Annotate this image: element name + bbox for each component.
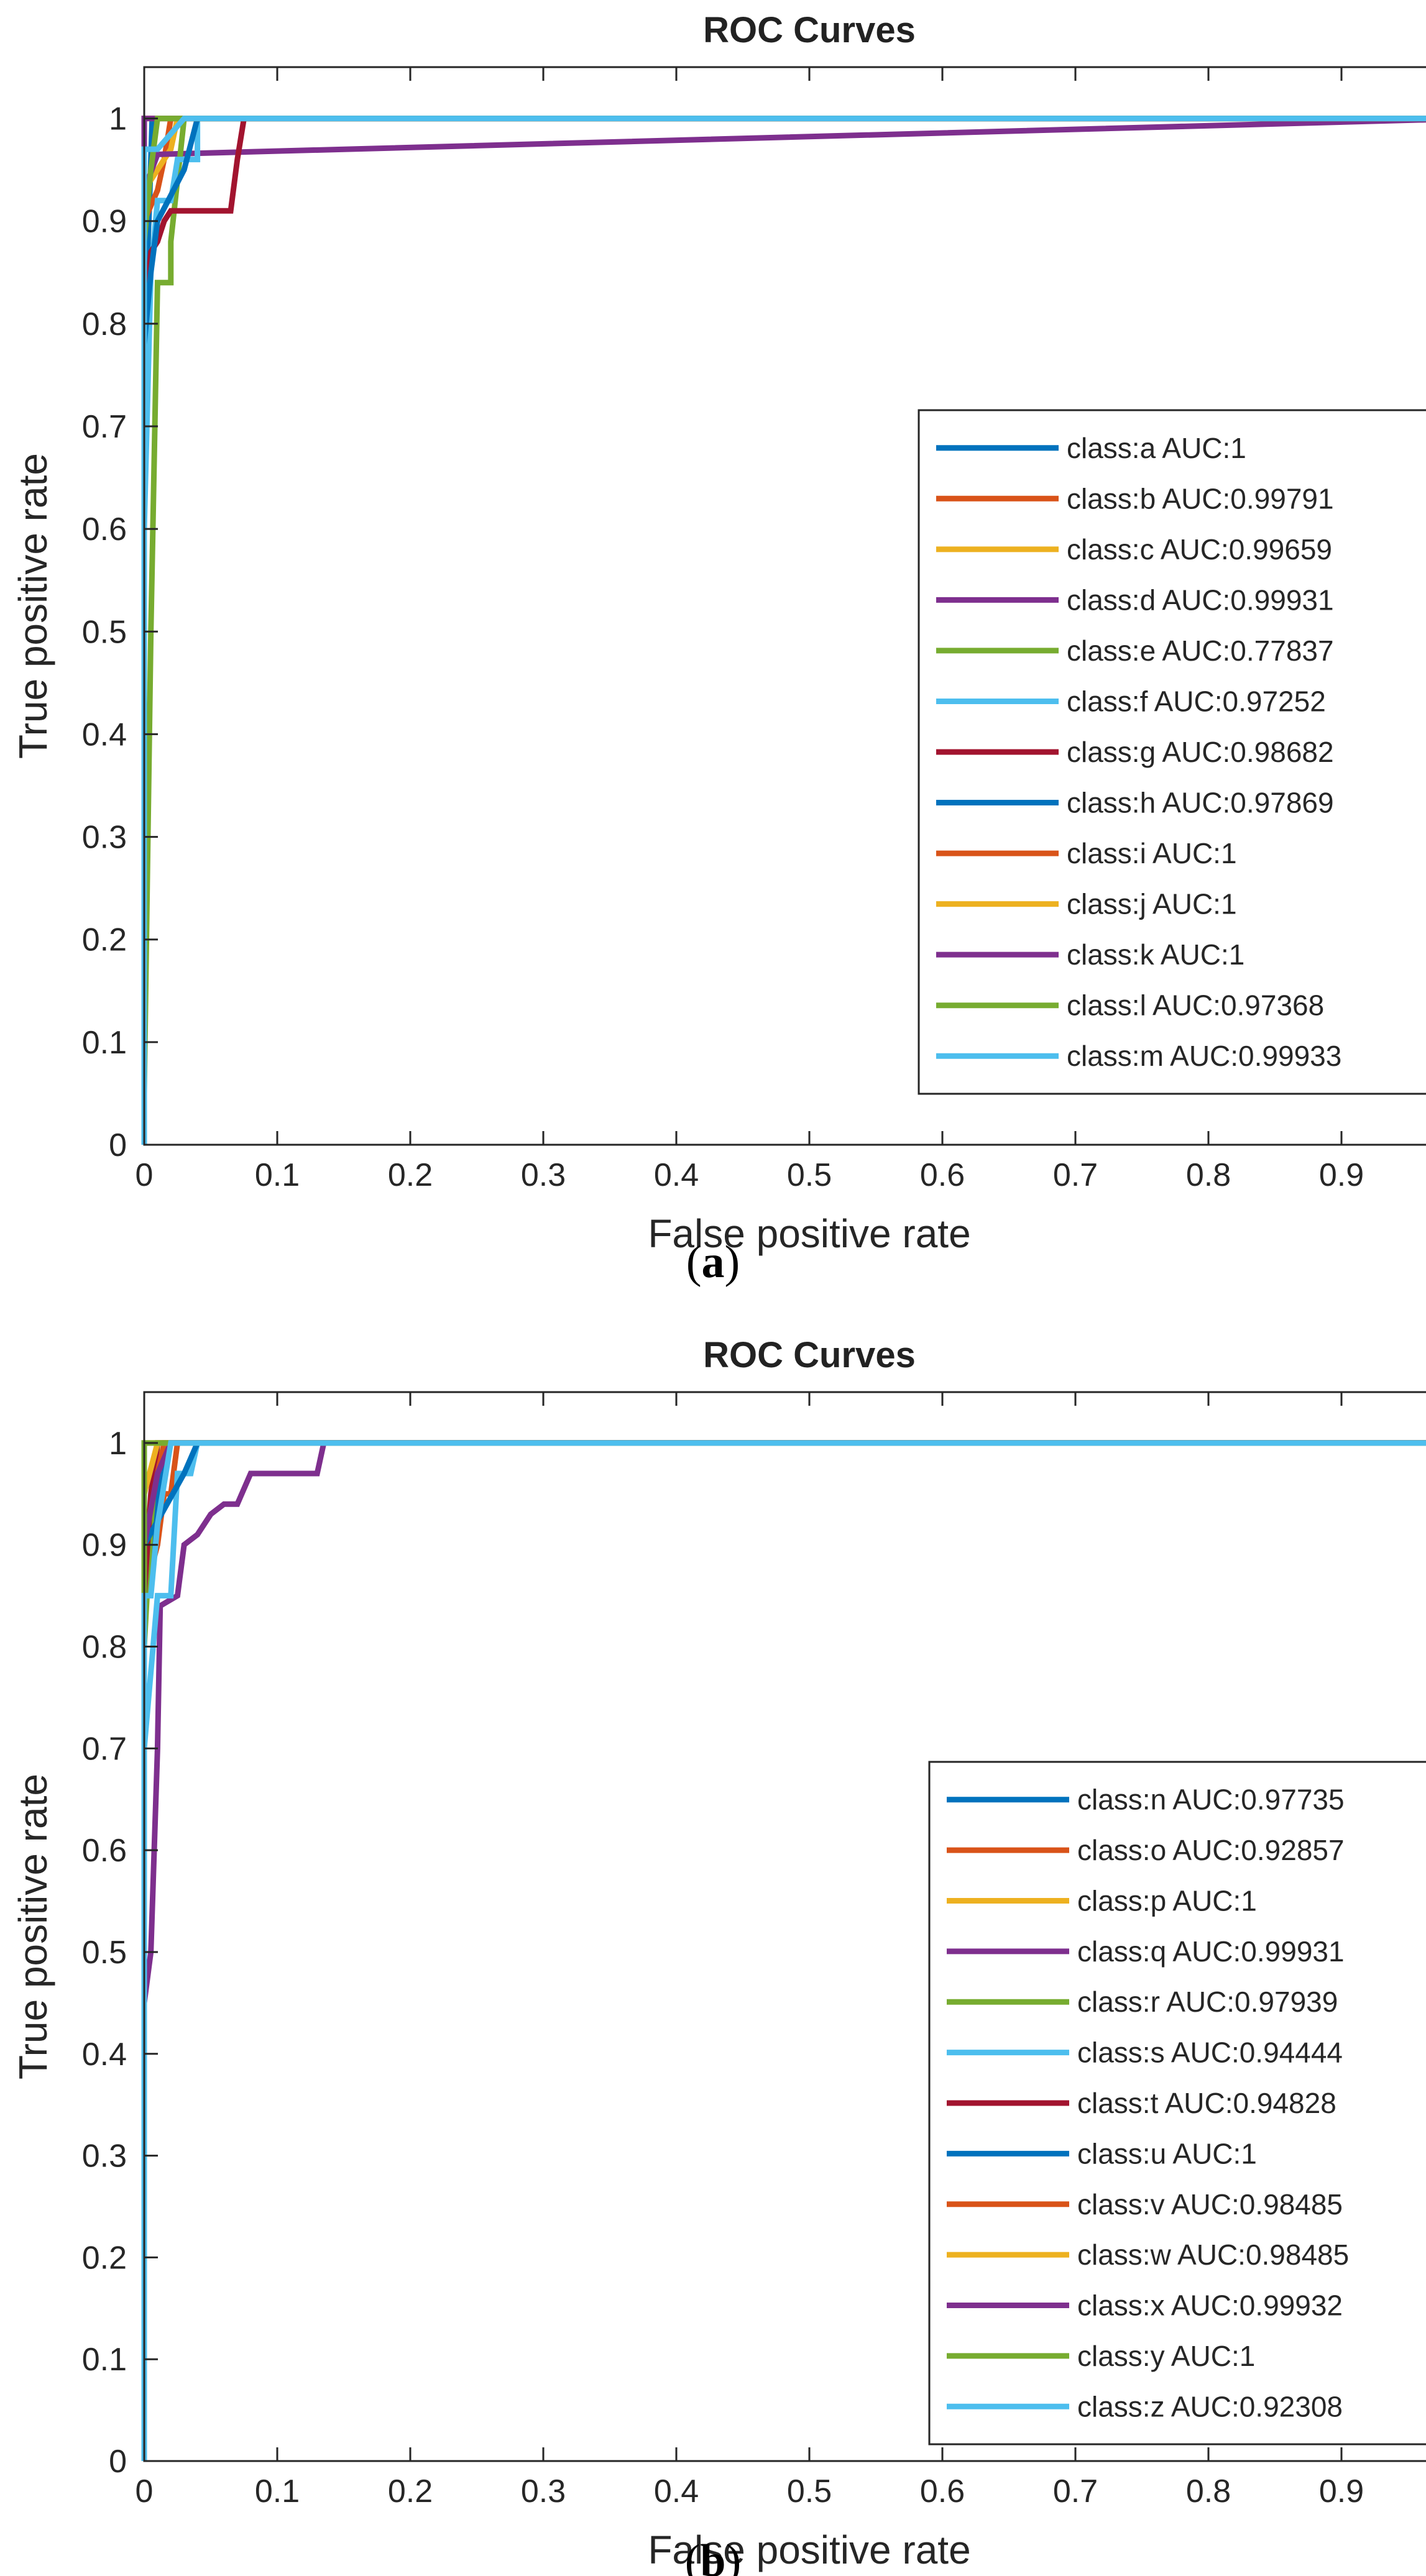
legend-entry: class:l AUC:0.97368 bbox=[1067, 989, 1324, 1022]
y-tick-label: 0.7 bbox=[82, 409, 127, 445]
chart-title: ROC Curves bbox=[703, 10, 916, 50]
x-tick-label: 0.5 bbox=[787, 2473, 832, 2510]
y-tick-label: 0.4 bbox=[82, 2037, 127, 2073]
x-tick-label: 0.7 bbox=[1053, 1157, 1098, 1193]
y-tick-label: 0.9 bbox=[82, 1528, 127, 1564]
legend-entry: class:z AUC:0.92308 bbox=[1077, 2390, 1343, 2422]
y-tick-label: 0.8 bbox=[82, 306, 127, 342]
x-tick-label: 0.9 bbox=[1319, 1157, 1364, 1193]
legend-entry: class:s AUC:0.94444 bbox=[1077, 2037, 1343, 2069]
legend-entry: class:f AUC:0.97252 bbox=[1067, 685, 1326, 717]
figure-caption: (a) bbox=[686, 1237, 740, 1288]
legend-entry: class:e AUC:0.77837 bbox=[1067, 635, 1334, 667]
y-tick-label: 0.8 bbox=[82, 1629, 127, 1666]
y-tick-label: 1 bbox=[109, 101, 127, 137]
y-tick-label: 0 bbox=[109, 2444, 127, 2480]
legend-entry: class:r AUC:0.97939 bbox=[1077, 1986, 1338, 2018]
legend-entry: class:k AUC:1 bbox=[1067, 938, 1244, 971]
x-tick-label: 0.4 bbox=[654, 2473, 699, 2510]
legend-entry: class:n AUC:0.97735 bbox=[1077, 1784, 1345, 1816]
x-axis-label: False positive rate bbox=[648, 1211, 970, 1256]
legend-entry: class:i AUC:1 bbox=[1067, 837, 1237, 869]
legend-entry: class:m AUC:0.99933 bbox=[1067, 1040, 1341, 1072]
x-tick-label: 0.4 bbox=[654, 1157, 699, 1193]
figure-caption: (b) bbox=[685, 2536, 741, 2576]
legend-entry: class:o AUC:0.92857 bbox=[1077, 1834, 1345, 1866]
legend-entry: class:p AUC:1 bbox=[1077, 1884, 1257, 1917]
legend-entry: class:a AUC:1 bbox=[1067, 432, 1246, 464]
y-tick-label: 0.2 bbox=[82, 922, 127, 958]
legend-entry: class:u AUC:1 bbox=[1077, 2137, 1257, 2170]
legend: class:n AUC:0.97735 class:o AUC:0.92857 cl… bbox=[928, 1761, 1426, 2445]
legend-entry: class:q AUC:0.99931 bbox=[1077, 1935, 1345, 1968]
x-axis-label: False positive rate bbox=[648, 2528, 970, 2572]
legend-entry: class:j AUC:1 bbox=[1067, 888, 1237, 920]
y-tick-label: 0.1 bbox=[82, 1025, 127, 1061]
legend-entry: class:g AUC:0.98682 bbox=[1067, 736, 1334, 768]
x-tick-label: 0.1 bbox=[255, 2473, 300, 2510]
y-tick-label: 0.2 bbox=[82, 2240, 127, 2276]
legend-entry: class:b AUC:0.99791 bbox=[1067, 482, 1334, 515]
y-tick-label: 0.7 bbox=[82, 1731, 127, 1767]
y-tick-label: 0 bbox=[109, 1127, 127, 1163]
x-tick-label: 0.9 bbox=[1319, 2473, 1364, 2510]
legend-entry: class:c AUC:0.99659 bbox=[1067, 533, 1332, 566]
y-tick-label: 0.5 bbox=[82, 1935, 127, 1971]
x-tick-label: 0.1 bbox=[255, 1157, 300, 1193]
legend-entry: class:w AUC:0.98485 bbox=[1077, 2239, 1349, 2271]
y-tick-label: 0.9 bbox=[82, 204, 127, 240]
roc-chart-b: ROC Curves 0 0.1 0.2 0.3 0.4 0.5 0.6 0.7 0.8 0.9 1 0… bbox=[11, 1335, 1426, 2576]
y-axis-label: True positive rate bbox=[11, 1774, 55, 2079]
legend-entry: class:y AUC:1 bbox=[1077, 2340, 1255, 2372]
x-tick-label: 0.5 bbox=[787, 1157, 832, 1193]
x-tick-label: 0.3 bbox=[521, 1157, 566, 1193]
y-tick-label: 0.4 bbox=[82, 717, 127, 753]
legend-entry: class:d AUC:0.99931 bbox=[1067, 584, 1334, 616]
series-line-class-q bbox=[141, 1440, 1426, 2461]
x-tick-label: 0.3 bbox=[521, 2473, 566, 2510]
y-tick-label: 0.6 bbox=[82, 1833, 127, 1869]
legend-entry: class:h AUC:0.97869 bbox=[1067, 787, 1334, 819]
x-tick-label: 0 bbox=[136, 1157, 154, 1193]
y-tick-label: 0.3 bbox=[82, 2138, 127, 2175]
x-tick-label: 0 bbox=[136, 2473, 154, 2510]
chart-title: ROC Curves bbox=[703, 1335, 916, 1375]
y-tick-label: 0.1 bbox=[82, 2342, 127, 2378]
x-tick-label: 0.8 bbox=[1186, 1157, 1231, 1193]
legend-entry: class:x AUC:0.99932 bbox=[1077, 2290, 1343, 2322]
x-tick-label: 0.2 bbox=[388, 1157, 433, 1193]
y-tick-label: 0.6 bbox=[82, 511, 127, 548]
y-tick-label: 1 bbox=[109, 1426, 127, 1462]
x-tick-label: 0.2 bbox=[388, 2473, 433, 2510]
roc-chart-a: ROC Curves 0 0.1 0.2 0.3 0.4 0.5 0.6 0.7 0.8 0.9 1 0… bbox=[11, 10, 1426, 1288]
x-tick-label: 0.8 bbox=[1186, 2473, 1231, 2510]
legend-entry: class:v AUC:0.98485 bbox=[1077, 2188, 1343, 2221]
y-tick-label: 0.3 bbox=[82, 820, 127, 856]
y-axis-label: True positive rate bbox=[11, 453, 55, 759]
legend-entry: class:t AUC:0.94828 bbox=[1077, 2087, 1336, 2119]
x-tick-label: 0.6 bbox=[920, 2473, 965, 2510]
x-tick-label: 0.6 bbox=[920, 1157, 965, 1193]
x-tick-label: 0.7 bbox=[1053, 2473, 1098, 2510]
legend: class:a AUC:1 class:b AUC:0.99791 class:c … bbox=[918, 409, 1426, 1095]
y-tick-label: 0.5 bbox=[82, 614, 127, 650]
